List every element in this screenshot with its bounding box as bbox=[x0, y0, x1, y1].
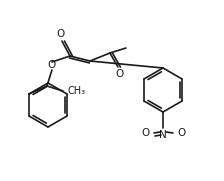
Text: CH₃: CH₃ bbox=[68, 86, 86, 96]
Text: O: O bbox=[141, 128, 149, 138]
Text: O: O bbox=[178, 128, 186, 138]
Text: N: N bbox=[159, 130, 167, 140]
Text: O: O bbox=[116, 69, 124, 79]
Text: O: O bbox=[57, 29, 65, 39]
Text: O: O bbox=[48, 60, 56, 70]
